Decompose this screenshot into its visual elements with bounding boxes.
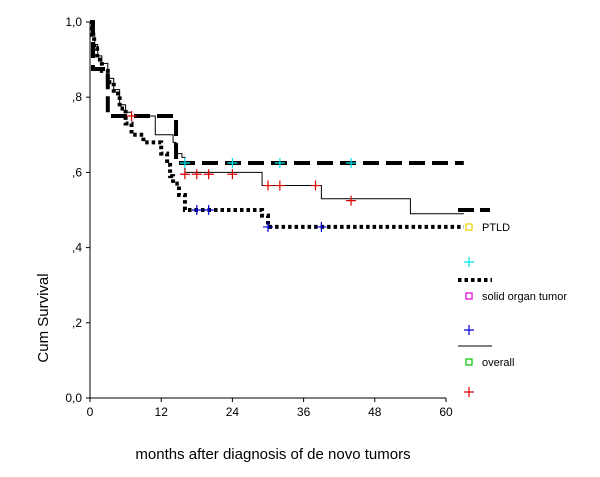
- x-tick-label: 24: [226, 405, 240, 419]
- legend-square-marker: [465, 292, 473, 300]
- series-line-solid-organ-tumor: [89, 20, 464, 229]
- x-tick-label: 60: [439, 405, 453, 419]
- x-tick-label: 0: [87, 405, 94, 419]
- axes: [89, 22, 446, 399]
- legend-square-marker: [465, 223, 473, 231]
- x-tick-label: 48: [368, 405, 382, 419]
- legend-label: overall: [482, 357, 514, 369]
- censor-mark: [263, 221, 273, 232]
- censor-mark: [227, 158, 238, 168]
- y-tick-label: 0,0: [65, 391, 82, 405]
- legend-square-marker: [465, 358, 473, 366]
- x-tick-label: 12: [155, 405, 169, 419]
- censor-mark: [310, 180, 321, 191]
- legend-label: PTLD: [482, 222, 510, 234]
- legend: PTLD solid organ tumor overall: [458, 222, 567, 397]
- legend-label: solid organ tumor: [482, 291, 567, 303]
- censor-mark: [316, 221, 327, 232]
- censor-mark: [346, 195, 357, 206]
- censor-mark: [191, 169, 202, 180]
- censor-mark: [263, 180, 273, 191]
- y-tick-label: ,4: [72, 241, 82, 255]
- x-tick-label: 36: [297, 405, 311, 419]
- censor-mark: [126, 111, 137, 121]
- censor-mark: [203, 169, 214, 180]
- y-tick-label: 1,0: [65, 15, 82, 29]
- legend-censor-mark: [464, 325, 474, 335]
- x-axis-title: months after diagnosis of de novo tumors: [135, 446, 410, 463]
- censor-mark: [274, 158, 285, 168]
- censor-mark: [179, 169, 190, 180]
- x-ticks: 0 12 24 36 48 60: [87, 398, 453, 419]
- y-axis-title: Cum Survival: [35, 273, 52, 362]
- y-tick-label: ,2: [72, 316, 82, 330]
- censor-mark: [227, 169, 238, 180]
- plot-area: [89, 20, 490, 232]
- y-ticks: 0,0 ,2 ,4 ,6 ,8 1,0: [65, 15, 90, 405]
- censor-mark: [203, 205, 214, 215]
- censor-mark: [179, 158, 190, 168]
- censor-mark: [191, 205, 202, 215]
- censor-mark: [346, 158, 357, 168]
- legend-censor-mark: [464, 257, 474, 267]
- legend-censor-mark: [464, 387, 474, 397]
- censor-mark: [274, 180, 285, 191]
- y-tick-label: ,8: [72, 90, 82, 104]
- y-tick-label: ,6: [72, 165, 82, 179]
